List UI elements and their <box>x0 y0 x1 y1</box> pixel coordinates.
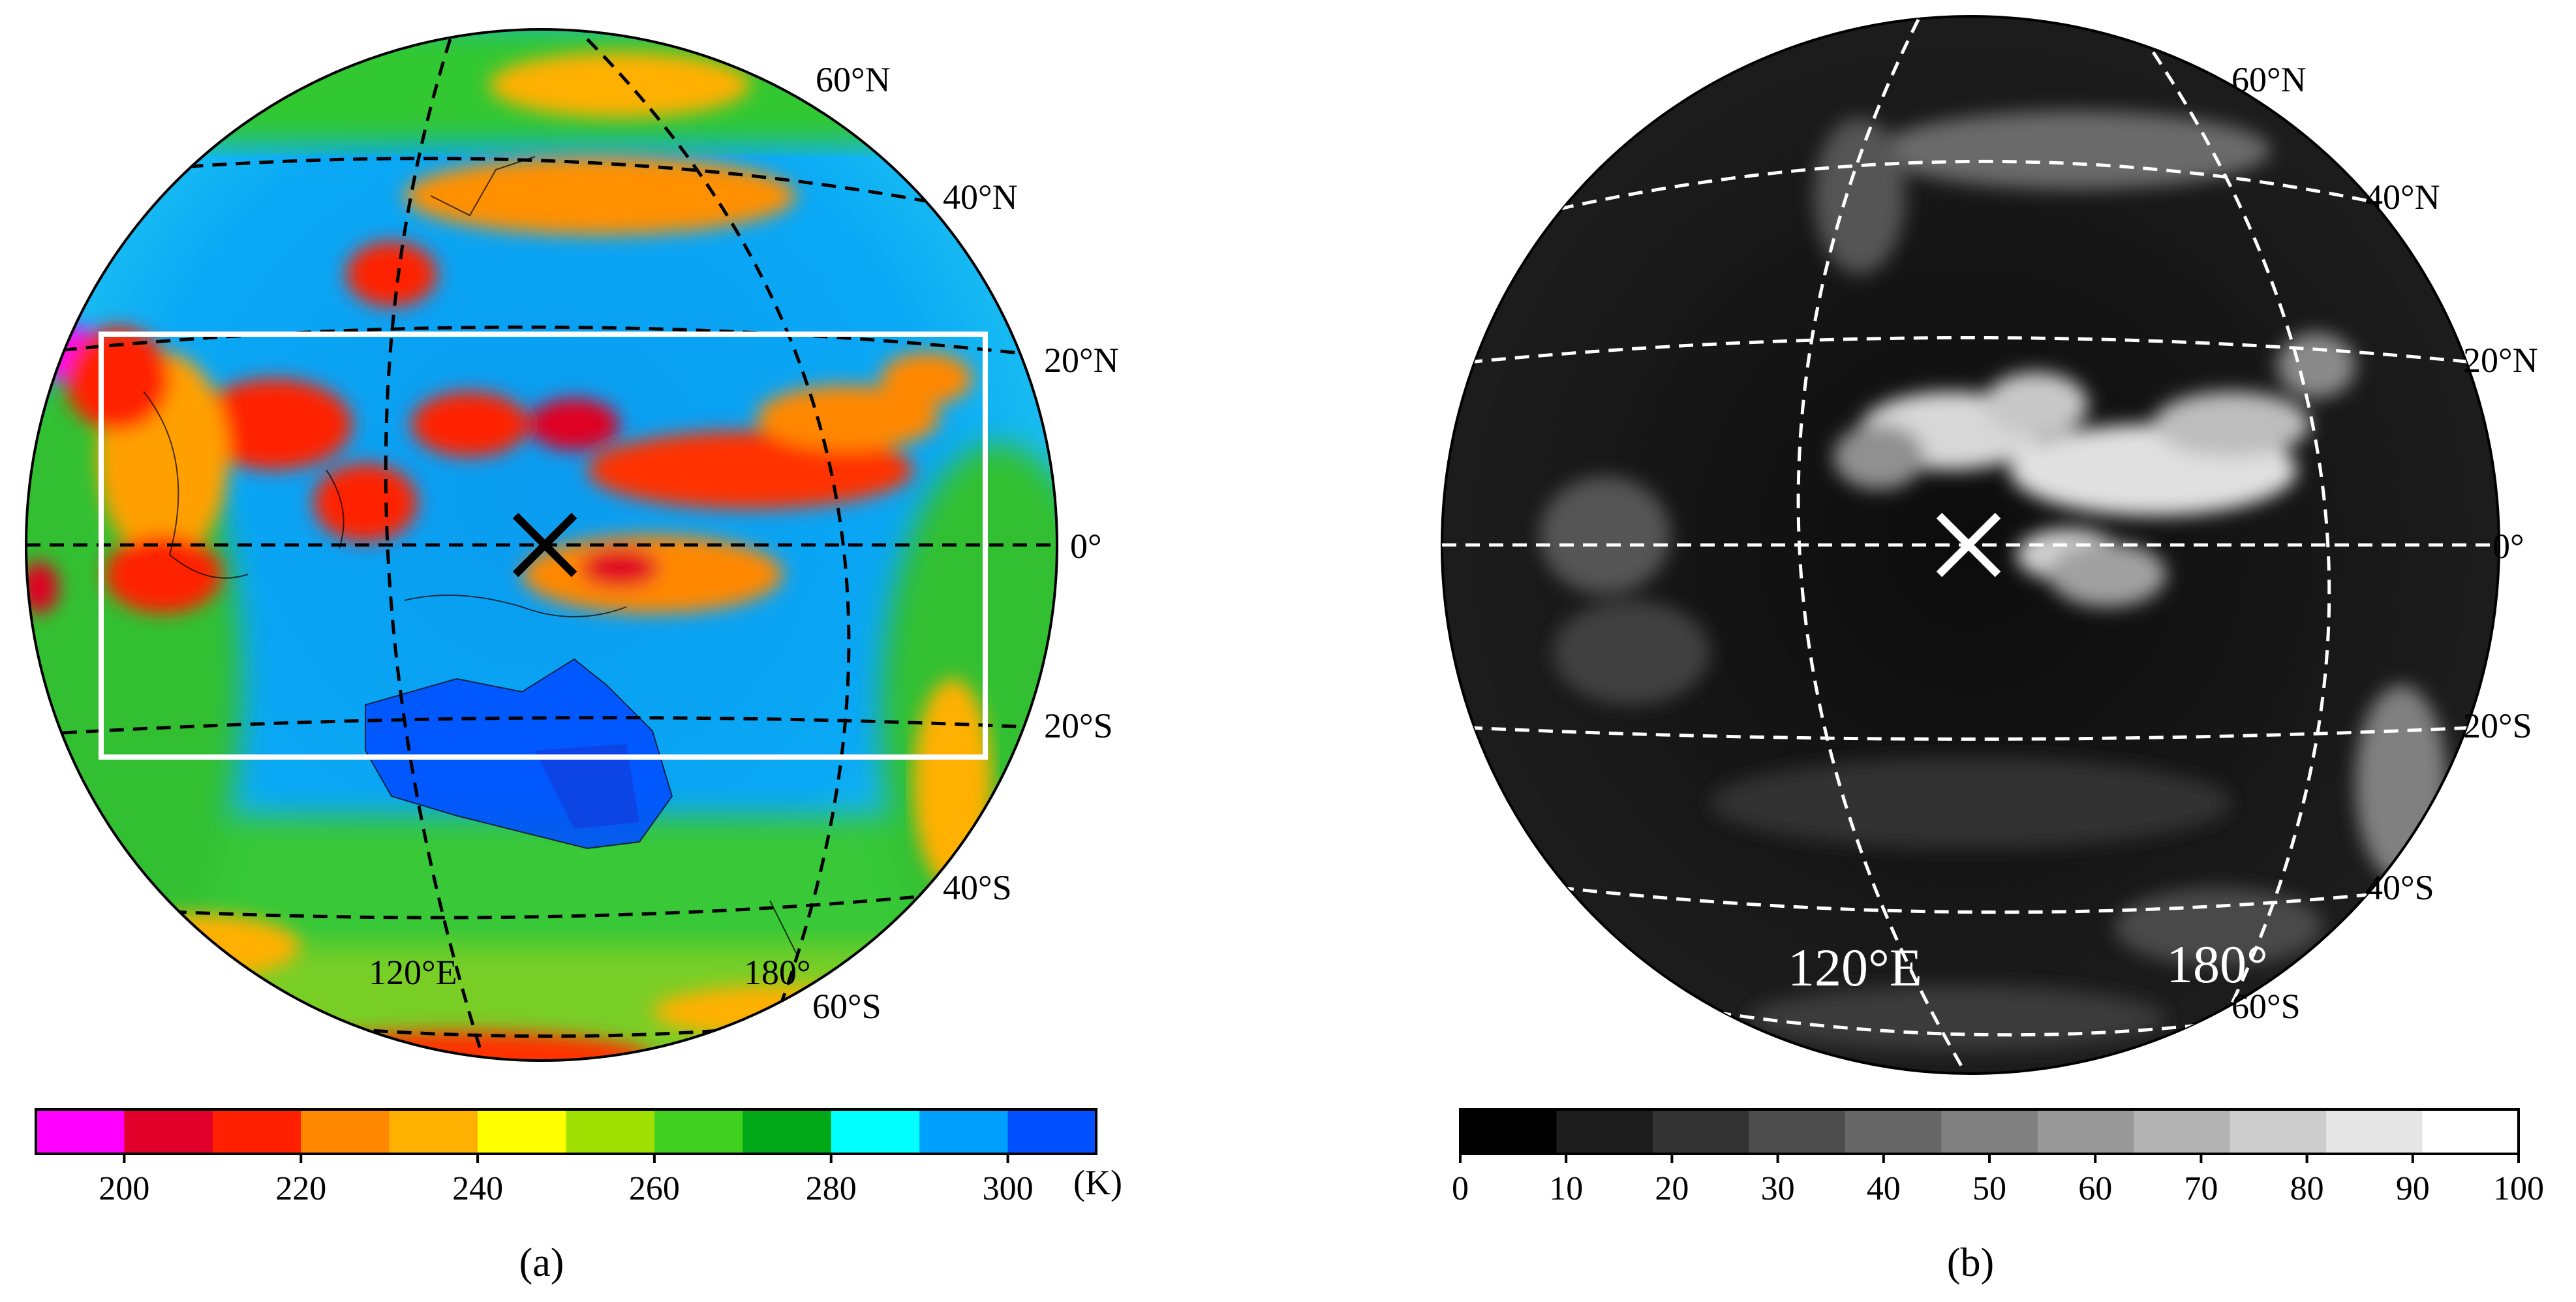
panel-b-colorbar-tick-label: 100 <box>2493 1170 2544 1207</box>
panel-b-colorbar-tick-label: 30 <box>1761 1170 1795 1207</box>
panel-b-colorbar-tick-label: 80 <box>2290 1170 2324 1207</box>
panel-a-colorbar-swatch <box>478 1109 566 1154</box>
panel-a-caption: (a) <box>519 1241 564 1285</box>
panel-b-colorbar: 0 10 20 30 40 50 60 70 80 90 100 <box>1452 1108 2544 1207</box>
panel-a-lat-label-eq: 0° <box>1070 527 1102 566</box>
panel-b-colorbar-swatch <box>1845 1109 1942 1154</box>
panel-a-lon-label-120e: 120°E <box>369 953 457 992</box>
panel-a-lat-label-40s: 40°S <box>943 868 1012 907</box>
panel-b-lat-label-40n: 40°N <box>2365 178 2440 217</box>
panel-b-colorbar-tick-label: 50 <box>1972 1170 2006 1207</box>
panel-b-colorbar-tick-label: 0 <box>1452 1170 1469 1207</box>
panel-b-lat-label-40s: 40°S <box>2365 868 2434 907</box>
panel-b-colorbar-tick-label: 10 <box>1549 1170 1583 1207</box>
panel-b-lat-label-20n: 20°N <box>2463 341 2538 380</box>
panel-a-colorbar-swatch <box>654 1109 743 1154</box>
panel-a-colorbar-frame <box>35 1108 1097 1155</box>
panel-b-colorbar-tick-label: 70 <box>2184 1170 2218 1207</box>
panel-a-colorbar-swatch <box>36 1109 125 1154</box>
panel-b-colorbar-tick-label: 90 <box>2396 1170 2430 1207</box>
panel-a: 60°N 40°N 20°N 0° 20°S 40°S 60°S 120°E 1… <box>25 28 1122 1285</box>
panel-a-colorbar-swatch <box>743 1109 832 1154</box>
panel-b-colorbar-swatch <box>2230 1109 2327 1154</box>
panel-b-colorbar-swatch <box>1941 1109 2038 1154</box>
panel-b-lat-label-60n: 60°N <box>2231 60 2307 99</box>
panel-b-colorbar-swatch <box>1460 1109 1557 1154</box>
panel-b-lon-label-180: 180° <box>2166 935 2268 994</box>
panel-a-lat-label-20s: 20°S <box>1044 706 1113 745</box>
panel-a-colorbar-swatch <box>301 1109 390 1154</box>
panel-a-colorbar-tick-label: 300 <box>983 1170 1034 1207</box>
panel-a-colorbar-tick-label: 200 <box>99 1170 149 1207</box>
panel-a-lat-label-20n: 20°N <box>1044 341 1119 380</box>
panel-a-colorbar-tick-label: 260 <box>629 1170 680 1207</box>
panel-a-region-box <box>99 332 988 760</box>
panel-a-colorbar-swatch <box>566 1109 655 1154</box>
panel-a-lon-label-180: 180° <box>744 953 811 992</box>
panel-b-caption: (b) <box>1947 1241 1994 1285</box>
panel-b-center-marker <box>1936 512 2001 578</box>
panel-b-colorbar-tick-label: 20 <box>1655 1170 1689 1207</box>
panel-b-colorbar-tick-label: 60 <box>2078 1170 2112 1207</box>
panel-b-lon-label-120e: 120°E <box>1788 938 1922 997</box>
panel-b-colorbar-swatch <box>2037 1109 2134 1154</box>
panel-b-colorbar-swatch <box>2422 1109 2519 1154</box>
panel-a-colorbar-tick-label: 220 <box>275 1170 326 1207</box>
panel-a-lat-label-40n: 40°N <box>943 178 1018 217</box>
panel-b-colorbar-swatch <box>1556 1109 1653 1154</box>
panel-a-lat-label-60n: 60°N <box>816 60 891 99</box>
panel-a-colorbar-swatch <box>1007 1109 1097 1154</box>
panel-b-colorbar-swatch <box>1652 1109 1749 1154</box>
panel-b-lat-label-20s: 20°S <box>2463 706 2532 745</box>
panel-a-colorbar-swatch <box>919 1109 1009 1154</box>
panel-b-colorbar-swatch <box>2134 1109 2231 1154</box>
panel-b-colorbar-tick-label: 40 <box>1867 1170 1901 1207</box>
panel-a-colorbar-unit: (K) <box>1073 1163 1122 1202</box>
panel-a-colorbar: 200 220 240 260 280 300 <box>35 1108 1097 1207</box>
panel-b-lat-label-eq: 0° <box>2492 527 2524 566</box>
panel-b-lat-label-60s: 60°S <box>2231 987 2301 1026</box>
panel-a-colorbar-tick-label: 280 <box>806 1170 857 1207</box>
panel-b-colorbar-swatch <box>2326 1109 2423 1154</box>
panel-a-colorbar-swatch <box>389 1109 478 1154</box>
panel-a-colorbar-swatch <box>212 1109 301 1154</box>
panel-a-center-marker <box>512 512 577 578</box>
panel-b: 60°N 40°N 20°N 0° 20°S 40°S 60°S 120°E 1… <box>1441 15 2544 1285</box>
panel-b-colorbar-swatch <box>1749 1109 1846 1154</box>
panel-a-lat-label-60s: 60°S <box>812 987 882 1026</box>
panel-a-colorbar-tick-label: 240 <box>452 1170 503 1207</box>
panel-a-colorbar-swatch <box>124 1109 213 1154</box>
panel-a-colorbar-swatch <box>831 1109 920 1154</box>
